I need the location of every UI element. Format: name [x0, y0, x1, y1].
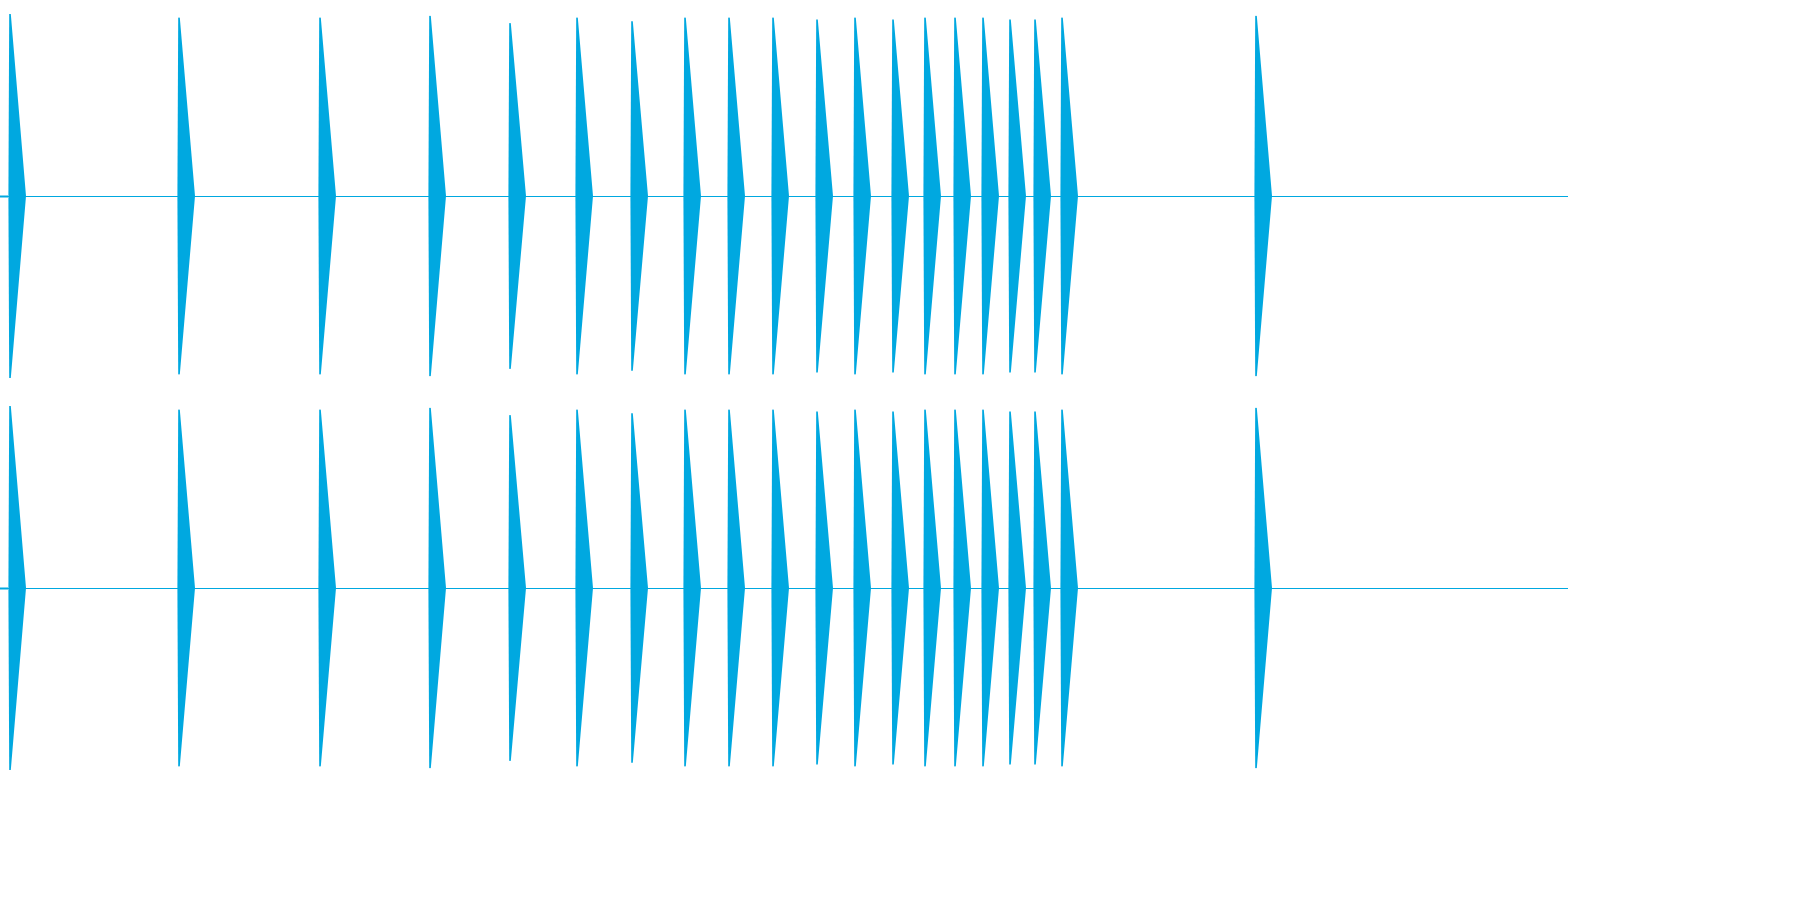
waveform-channel-right [0, 406, 1568, 770]
waveform-transient [508, 23, 526, 369]
waveform-transient [981, 409, 999, 767]
waveform-transient [953, 409, 971, 767]
waveform-transient [630, 413, 648, 763]
waveform-transient [981, 17, 999, 375]
waveform-transient [683, 17, 701, 375]
waveform-transient [683, 409, 701, 767]
waveform-transient [815, 411, 833, 765]
waveform-transient [575, 409, 593, 767]
waveform-transient [177, 409, 195, 767]
waveform-transient [1008, 411, 1026, 765]
waveform-transient [815, 19, 833, 373]
waveform-channel-left [0, 14, 1568, 378]
waveform-transient [771, 409, 789, 767]
waveform-transient [630, 21, 648, 371]
waveform-transient [428, 407, 446, 769]
waveform-transient [8, 14, 26, 378]
waveform-transient [575, 17, 593, 375]
waveform-transient [923, 409, 941, 767]
waveform-transient [1060, 409, 1078, 767]
waveform-transient [1254, 15, 1272, 377]
waveform-transient [1060, 17, 1078, 375]
waveform-transient [727, 409, 745, 767]
waveform-transient [891, 411, 909, 765]
waveform-transient [853, 17, 871, 375]
waveform-transient [8, 406, 26, 770]
waveform-transient [428, 15, 446, 377]
waveform-transient [771, 17, 789, 375]
waveform-transient [318, 17, 336, 375]
waveform-transient [1254, 407, 1272, 769]
waveform-transient [1033, 411, 1051, 765]
waveform-transient [923, 17, 941, 375]
waveform-transient [1008, 19, 1026, 373]
waveform-transient [1033, 19, 1051, 373]
waveform-transient [177, 17, 195, 375]
waveform-transient [727, 17, 745, 375]
waveform-transient [318, 409, 336, 767]
waveform-transient [891, 19, 909, 373]
waveform-transient [853, 409, 871, 767]
waveform-transient [953, 17, 971, 375]
waveform-transient [508, 415, 526, 761]
